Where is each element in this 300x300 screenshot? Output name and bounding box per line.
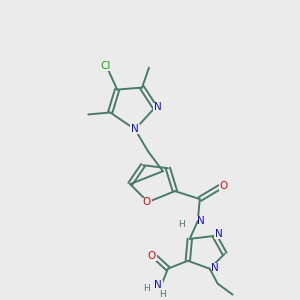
Text: O: O [142,197,150,207]
Text: N: N [211,263,219,273]
Text: N: N [154,280,162,290]
Bar [153,280,163,290]
Bar [153,103,163,112]
Bar [140,198,152,208]
Text: O: O [148,251,156,261]
Text: H: H [142,284,149,293]
Bar [219,181,229,191]
Bar [102,61,112,71]
Text: O: O [220,181,228,191]
Text: N: N [154,103,162,112]
Bar [196,216,206,226]
Bar [130,124,140,134]
Text: N: N [215,229,223,239]
Bar [210,263,220,273]
Text: N: N [131,124,139,134]
Text: Cl: Cl [100,61,110,71]
Bar [214,229,224,239]
Text: N: N [197,216,205,226]
Text: H: H [178,220,185,230]
Bar [147,251,157,261]
Text: H: H [160,290,166,299]
